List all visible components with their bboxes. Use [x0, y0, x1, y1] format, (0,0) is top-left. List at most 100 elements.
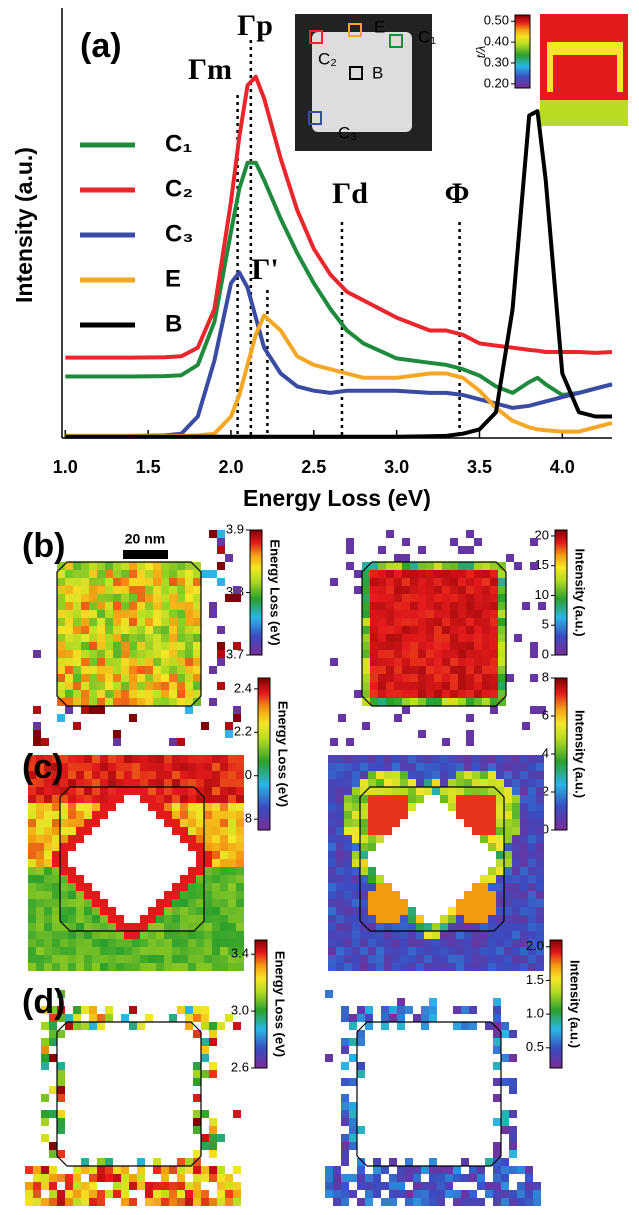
map-pixel	[97, 1022, 105, 1030]
map-pixel	[458, 642, 466, 650]
map-pixel	[185, 562, 193, 570]
map-pixel	[188, 891, 196, 899]
map-pixel	[376, 811, 384, 819]
map-pixel	[482, 586, 490, 594]
map-pixel	[496, 931, 504, 939]
map-pixel	[60, 891, 68, 899]
map-pixel	[445, 1182, 453, 1190]
map-pixel	[429, 1006, 437, 1014]
map-pixel	[357, 1126, 365, 1134]
map-pixel	[384, 947, 392, 955]
map-pixel	[429, 1014, 437, 1022]
map-pixel	[28, 915, 36, 923]
map-pixel	[341, 1150, 349, 1158]
map-pixel	[490, 594, 498, 602]
map-pixel	[490, 674, 498, 682]
map-pixel	[408, 787, 416, 795]
map-pixel	[97, 642, 105, 650]
map-pixel	[169, 618, 177, 626]
map-pixel	[193, 578, 201, 586]
map-pixel	[373, 1158, 381, 1166]
map-pixel	[65, 570, 73, 578]
map-pixel	[153, 634, 161, 642]
map-pixel	[196, 963, 204, 971]
map-pixel	[132, 787, 140, 795]
map-pixel	[209, 1142, 217, 1150]
map-pixel	[402, 626, 410, 634]
map-pixel	[325, 1174, 333, 1182]
map-pixel	[437, 1198, 445, 1206]
map-pixel	[474, 666, 482, 674]
map-pixel	[73, 690, 81, 698]
map-pixel	[188, 787, 196, 795]
map-pixel	[172, 891, 180, 899]
map-pixel	[365, 1014, 373, 1022]
map-pixel	[394, 674, 402, 682]
series-line	[65, 160, 613, 397]
map-pixel	[44, 931, 52, 939]
map-pixel	[418, 586, 426, 594]
marker-label: Γ'	[251, 253, 278, 286]
map-pixel	[233, 706, 241, 714]
colorbar	[549, 939, 563, 1069]
map-pixel	[68, 931, 76, 939]
map-pixel	[65, 626, 73, 634]
map-pixel	[394, 698, 402, 706]
map-pixel	[344, 811, 352, 819]
map-pixel	[410, 578, 418, 586]
map-pixel	[44, 827, 52, 835]
map-pixel	[490, 570, 498, 578]
map-pixel	[188, 907, 196, 915]
map-pixel	[148, 803, 156, 811]
map-pixel	[413, 1182, 421, 1190]
map-pixel	[493, 1142, 501, 1150]
map-pixel	[344, 771, 352, 779]
map-pixel	[97, 1166, 105, 1174]
map-pixel	[81, 634, 89, 642]
map-pixel	[474, 594, 482, 602]
map-pixel	[236, 795, 244, 803]
map-pixel	[344, 939, 352, 947]
map-pixel	[498, 594, 506, 602]
map-pixel	[528, 883, 536, 891]
map-pixel	[44, 779, 52, 787]
map-pixel	[362, 658, 370, 666]
map-pixel	[469, 1198, 477, 1206]
map-pixel	[488, 907, 496, 915]
map-pixel	[528, 811, 536, 819]
map-pixel	[456, 963, 464, 971]
map-pixel	[477, 1198, 485, 1206]
map-pixel	[209, 1198, 217, 1206]
map-pixel	[172, 811, 180, 819]
map-pixel	[220, 859, 228, 867]
map-pixel	[164, 931, 172, 939]
map-pixel	[376, 899, 384, 907]
map-pixel	[336, 939, 344, 947]
map-pixel	[57, 1006, 65, 1014]
map-pixel	[501, 1110, 509, 1118]
map-pixel	[113, 578, 121, 586]
map-pixel	[386, 658, 394, 666]
map-pixel	[81, 682, 89, 690]
map-pixel	[156, 771, 164, 779]
map-pixel	[169, 682, 177, 690]
map-pixel	[108, 955, 116, 963]
map-pixel	[378, 658, 386, 666]
map-pixel	[228, 907, 236, 915]
map-pixel	[520, 859, 528, 867]
map-pixel	[57, 1150, 65, 1158]
map-pixel	[488, 947, 496, 955]
map-pixel	[418, 642, 426, 650]
map-pixel	[60, 907, 68, 915]
map-pixel	[201, 1054, 209, 1062]
map-pixel	[161, 650, 169, 658]
map-pixel	[41, 1006, 49, 1014]
map-pixel	[402, 586, 410, 594]
map-pixel	[92, 811, 100, 819]
map-pixel	[432, 955, 440, 963]
map-pixel	[180, 771, 188, 779]
map-pixel	[49, 1150, 57, 1158]
map-pixel	[177, 594, 185, 602]
map-pixel	[336, 819, 344, 827]
map-pixel	[520, 939, 528, 947]
